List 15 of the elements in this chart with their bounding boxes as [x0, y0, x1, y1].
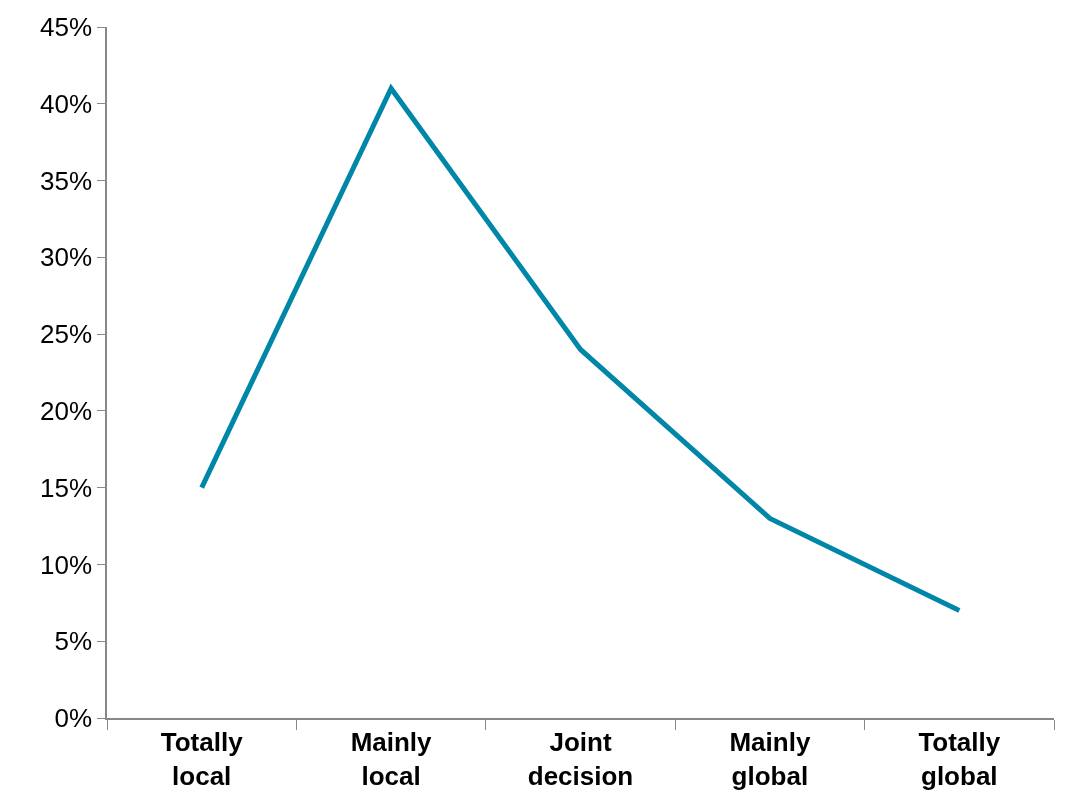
y-tick-label: 20% — [40, 395, 93, 426]
y-tick-label: 45% — [40, 12, 93, 43]
x-tick-label: Mainly global — [729, 726, 811, 791]
y-tick-label: 0% — [54, 703, 93, 734]
y-tick-label: 5% — [54, 626, 93, 657]
y-tick-label: 15% — [40, 472, 93, 503]
y-tick-label: 35% — [40, 165, 93, 196]
y-tick-label: 30% — [40, 242, 93, 273]
y-tick-label: 40% — [40, 88, 93, 119]
x-tick-label: Joint decision — [527, 726, 634, 791]
x-tick-label: Mainly local — [350, 726, 433, 791]
x-tick-label: Totally local — [160, 726, 244, 791]
y-tick-label: 10% — [40, 549, 93, 580]
y-tick-label: 25% — [40, 319, 93, 350]
x-tick-label: Totally global — [918, 726, 1001, 791]
